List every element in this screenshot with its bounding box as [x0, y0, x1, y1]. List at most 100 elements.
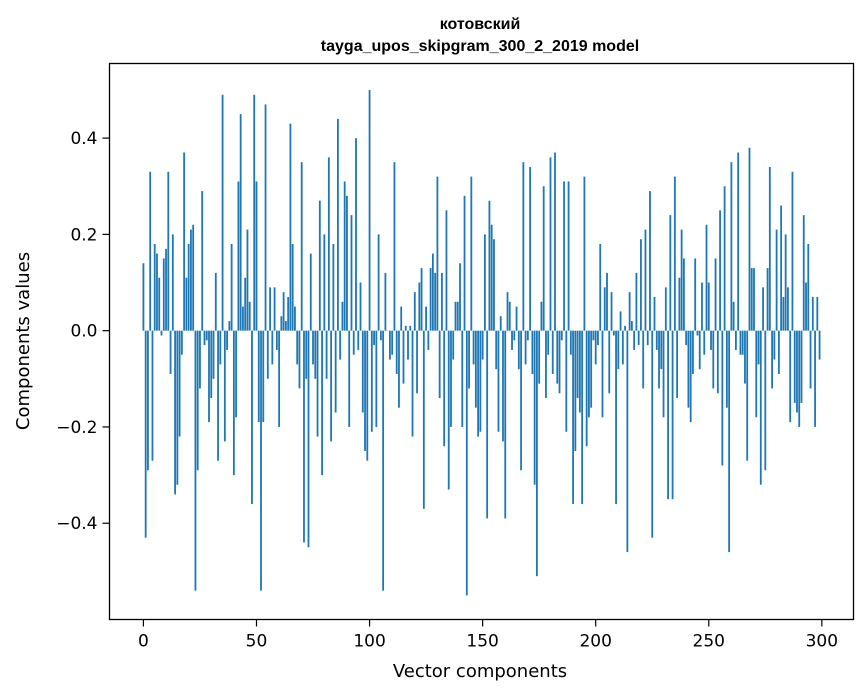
- bar-101: [370, 330, 373, 432]
- x-tick-label: 50: [246, 632, 268, 652]
- bar-204: [603, 287, 606, 331]
- bar-296: [811, 296, 814, 331]
- bar-22: [192, 224, 195, 331]
- bar-157: [497, 330, 500, 432]
- bar-67: [294, 306, 296, 331]
- bar-41: [235, 330, 238, 418]
- bar-12: [169, 330, 172, 374]
- bar-243: [692, 330, 694, 374]
- bar-174: [536, 330, 538, 577]
- bar-155: [493, 239, 495, 331]
- bar-91: [348, 330, 351, 427]
- bar-192: [576, 330, 579, 399]
- bar-7: [158, 277, 161, 331]
- bar-186: [563, 181, 565, 331]
- bar-62: [282, 292, 285, 331]
- bar-65: [289, 123, 292, 331]
- bar-172: [531, 330, 534, 374]
- bar-290: [798, 330, 801, 427]
- bar-151: [483, 234, 486, 331]
- bar-series: [142, 89, 821, 596]
- bar-189: [569, 330, 572, 355]
- bar-164: [513, 330, 516, 341]
- y-tick-label: 0.0: [70, 322, 97, 342]
- bar-158: [499, 316, 502, 331]
- bar-291: [800, 330, 803, 403]
- bar-205: [606, 272, 608, 331]
- bar-180: [549, 157, 552, 331]
- bar-31: [212, 330, 215, 379]
- bar-88: [341, 301, 344, 331]
- bar-280: [775, 229, 778, 331]
- bar-253: [714, 258, 717, 331]
- bar-200: [594, 330, 597, 365]
- bar-237: [678, 277, 681, 331]
- bar-54: [264, 104, 267, 331]
- bar-241: [687, 330, 690, 408]
- bar-239: [682, 258, 685, 331]
- bar-218: [635, 272, 638, 331]
- bar-275: [764, 330, 767, 471]
- bar-77: [316, 330, 319, 437]
- bar-225: [651, 330, 654, 538]
- y-axis-label: Components values: [13, 252, 34, 430]
- bar-242: [689, 330, 692, 423]
- bar-147: [474, 330, 477, 408]
- bar-28: [205, 330, 208, 341]
- bar-255: [719, 210, 721, 331]
- bar-90: [346, 195, 348, 331]
- bar-191: [574, 330, 577, 452]
- bar-270: [753, 268, 755, 331]
- bar-271: [755, 330, 758, 418]
- bar-248: [703, 330, 706, 355]
- bar-162: [508, 301, 511, 331]
- bar-136: [450, 330, 452, 427]
- bar-230: [662, 330, 665, 418]
- x-tick-label: 100: [353, 632, 385, 652]
- bar-276: [766, 268, 769, 331]
- bar-118: [409, 325, 412, 331]
- bar-190: [572, 330, 574, 504]
- bar-95: [357, 330, 360, 350]
- bar-249: [705, 224, 708, 331]
- y-tick-label: 0.2: [70, 225, 97, 245]
- bar-50: [255, 181, 258, 331]
- bar-38: [228, 321, 231, 331]
- bar-263: [737, 152, 740, 331]
- bar-283: [782, 296, 785, 331]
- bar-6: [156, 253, 158, 331]
- bar-215: [628, 292, 631, 331]
- bar-87: [339, 330, 342, 360]
- bar-293: [805, 282, 807, 331]
- bar-47: [248, 301, 251, 331]
- bar-167: [520, 330, 522, 471]
- bar-110: [391, 330, 394, 355]
- bar-160: [504, 330, 507, 519]
- bar-10: [165, 248, 167, 331]
- bar-247: [701, 282, 703, 331]
- bar-273: [759, 330, 762, 485]
- bar-258: [725, 330, 728, 408]
- bar-171: [529, 167, 532, 331]
- bar-235: [673, 176, 676, 331]
- bar-103: [375, 330, 378, 427]
- bar-279: [773, 330, 776, 360]
- bar-183: [556, 330, 559, 384]
- bar-70: [300, 162, 303, 331]
- bar-119: [411, 330, 414, 437]
- bar-278: [771, 330, 773, 389]
- bar-234: [671, 330, 674, 500]
- bar-240: [685, 330, 688, 346]
- bar-173: [533, 330, 536, 485]
- bar-144: [468, 330, 470, 389]
- bar-100: [368, 89, 371, 331]
- bar-20: [187, 244, 190, 331]
- bar-233: [669, 215, 672, 331]
- bar-137: [452, 330, 455, 360]
- bar-117: [407, 330, 409, 360]
- bar-33: [217, 330, 219, 461]
- bar-53: [262, 330, 265, 423]
- bar-82: [327, 157, 330, 331]
- bar-252: [712, 330, 715, 389]
- bar-178: [545, 330, 547, 399]
